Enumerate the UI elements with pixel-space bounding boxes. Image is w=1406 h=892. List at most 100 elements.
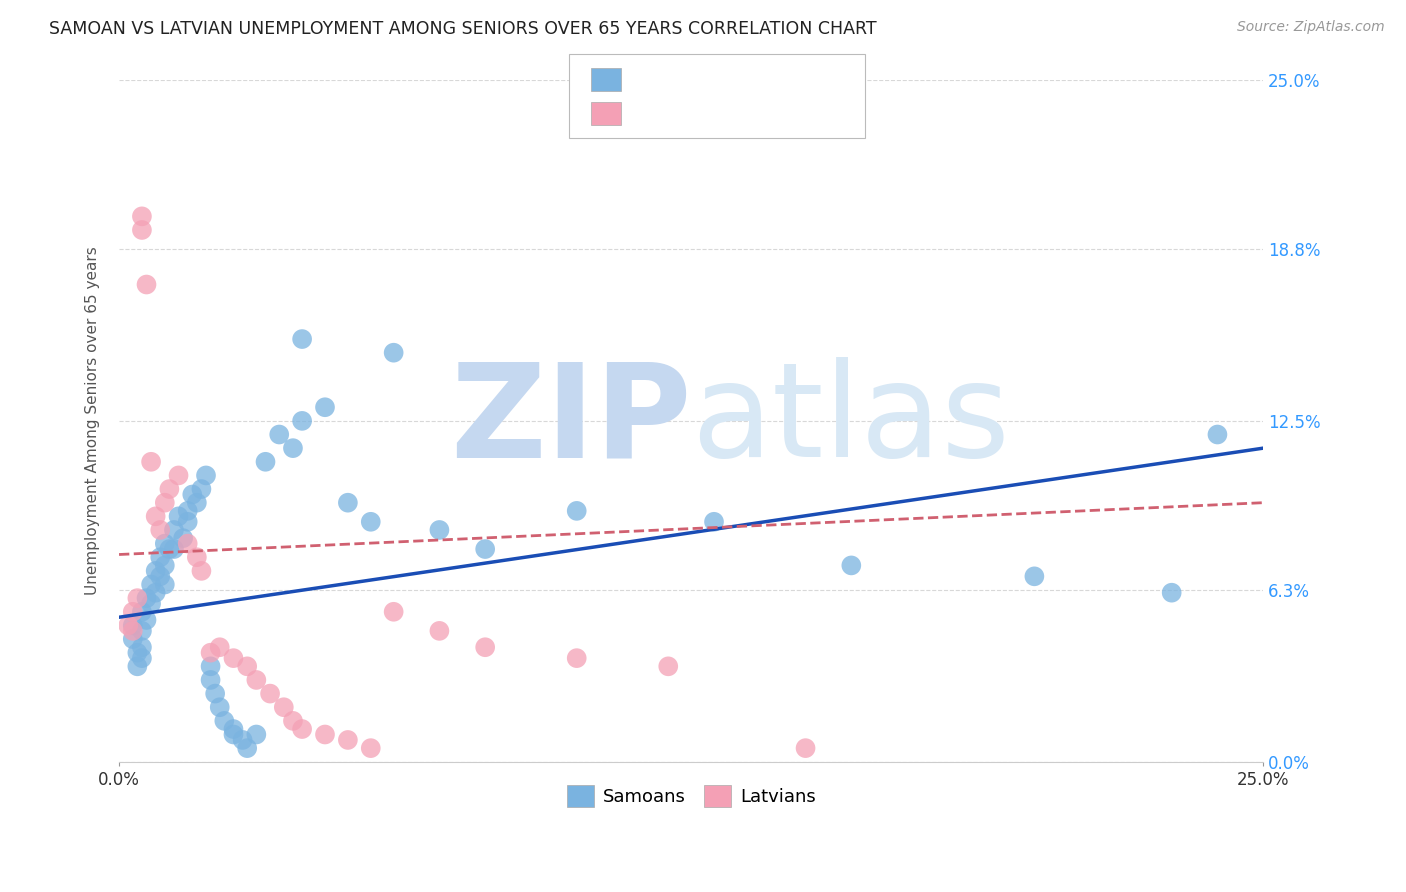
- Point: [135, 277, 157, 292]
- Point: [181, 487, 204, 501]
- Text: 34: 34: [773, 104, 799, 122]
- Point: [131, 651, 153, 665]
- Point: [273, 700, 295, 714]
- Point: [153, 577, 176, 591]
- Point: [839, 558, 862, 573]
- Text: N =: N =: [724, 70, 776, 88]
- Point: [208, 640, 231, 655]
- Point: [232, 733, 254, 747]
- Point: [1206, 427, 1229, 442]
- Point: [1160, 585, 1182, 599]
- Point: [176, 536, 198, 550]
- Point: [117, 618, 139, 632]
- Point: [139, 577, 162, 591]
- Point: [127, 646, 149, 660]
- Point: [149, 569, 172, 583]
- Point: [153, 558, 176, 573]
- Point: [200, 673, 222, 687]
- Text: R =: R =: [633, 104, 672, 122]
- Point: [222, 722, 245, 736]
- Point: [145, 509, 167, 524]
- Text: atlas: atlas: [692, 358, 1010, 484]
- Point: [163, 523, 186, 537]
- Point: [121, 624, 143, 638]
- Point: [314, 401, 336, 415]
- Point: [794, 741, 817, 756]
- Point: [222, 727, 245, 741]
- Point: [131, 624, 153, 638]
- Text: 0.187: 0.187: [675, 70, 733, 88]
- Point: [121, 605, 143, 619]
- Point: [153, 496, 176, 510]
- Point: [172, 531, 194, 545]
- Text: 57: 57: [773, 70, 799, 88]
- Point: [135, 613, 157, 627]
- Point: [657, 659, 679, 673]
- Text: 0.036: 0.036: [675, 104, 731, 122]
- Point: [127, 659, 149, 673]
- Point: [474, 640, 496, 655]
- Point: [336, 496, 359, 510]
- Point: [139, 455, 162, 469]
- Point: [121, 618, 143, 632]
- Point: [474, 542, 496, 557]
- Point: [153, 536, 176, 550]
- Legend: Samoans, Latvians: Samoans, Latvians: [560, 778, 823, 814]
- Point: [245, 727, 267, 741]
- Point: [139, 597, 162, 611]
- Text: SAMOAN VS LATVIAN UNEMPLOYMENT AMONG SENIORS OVER 65 YEARS CORRELATION CHART: SAMOAN VS LATVIAN UNEMPLOYMENT AMONG SEN…: [49, 20, 877, 37]
- Point: [167, 468, 190, 483]
- Point: [145, 564, 167, 578]
- Point: [269, 427, 291, 442]
- Point: [281, 714, 304, 728]
- Point: [186, 496, 208, 510]
- Point: [149, 550, 172, 565]
- Point: [157, 542, 180, 557]
- Point: [214, 714, 236, 728]
- Point: [360, 515, 382, 529]
- Point: [429, 523, 451, 537]
- Point: [163, 542, 186, 557]
- Point: [176, 515, 198, 529]
- Point: [336, 733, 359, 747]
- Point: [245, 673, 267, 687]
- Text: ZIP: ZIP: [450, 358, 692, 484]
- Text: R =: R =: [633, 70, 672, 88]
- Point: [254, 455, 277, 469]
- Point: [186, 550, 208, 565]
- Point: [382, 345, 405, 359]
- Point: [190, 564, 212, 578]
- Point: [135, 591, 157, 606]
- Point: [200, 646, 222, 660]
- Point: [281, 441, 304, 455]
- Point: [236, 741, 259, 756]
- Point: [565, 504, 588, 518]
- Point: [291, 414, 314, 428]
- Point: [131, 605, 153, 619]
- Point: [291, 332, 314, 346]
- Point: [259, 687, 281, 701]
- Point: [121, 632, 143, 646]
- Y-axis label: Unemployment Among Seniors over 65 years: Unemployment Among Seniors over 65 years: [86, 246, 100, 595]
- Point: [200, 659, 222, 673]
- Point: [131, 223, 153, 237]
- Point: [195, 468, 218, 483]
- Point: [204, 687, 226, 701]
- Point: [157, 482, 180, 496]
- Text: Source: ZipAtlas.com: Source: ZipAtlas.com: [1237, 20, 1385, 34]
- Point: [314, 727, 336, 741]
- Text: N =: N =: [724, 104, 776, 122]
- Point: [1024, 569, 1046, 583]
- Point: [176, 504, 198, 518]
- Point: [208, 700, 231, 714]
- Point: [382, 605, 405, 619]
- Point: [703, 515, 725, 529]
- Point: [222, 651, 245, 665]
- Point: [565, 651, 588, 665]
- Point: [236, 659, 259, 673]
- Point: [291, 722, 314, 736]
- Point: [149, 523, 172, 537]
- Point: [127, 591, 149, 606]
- Point: [190, 482, 212, 496]
- Point: [429, 624, 451, 638]
